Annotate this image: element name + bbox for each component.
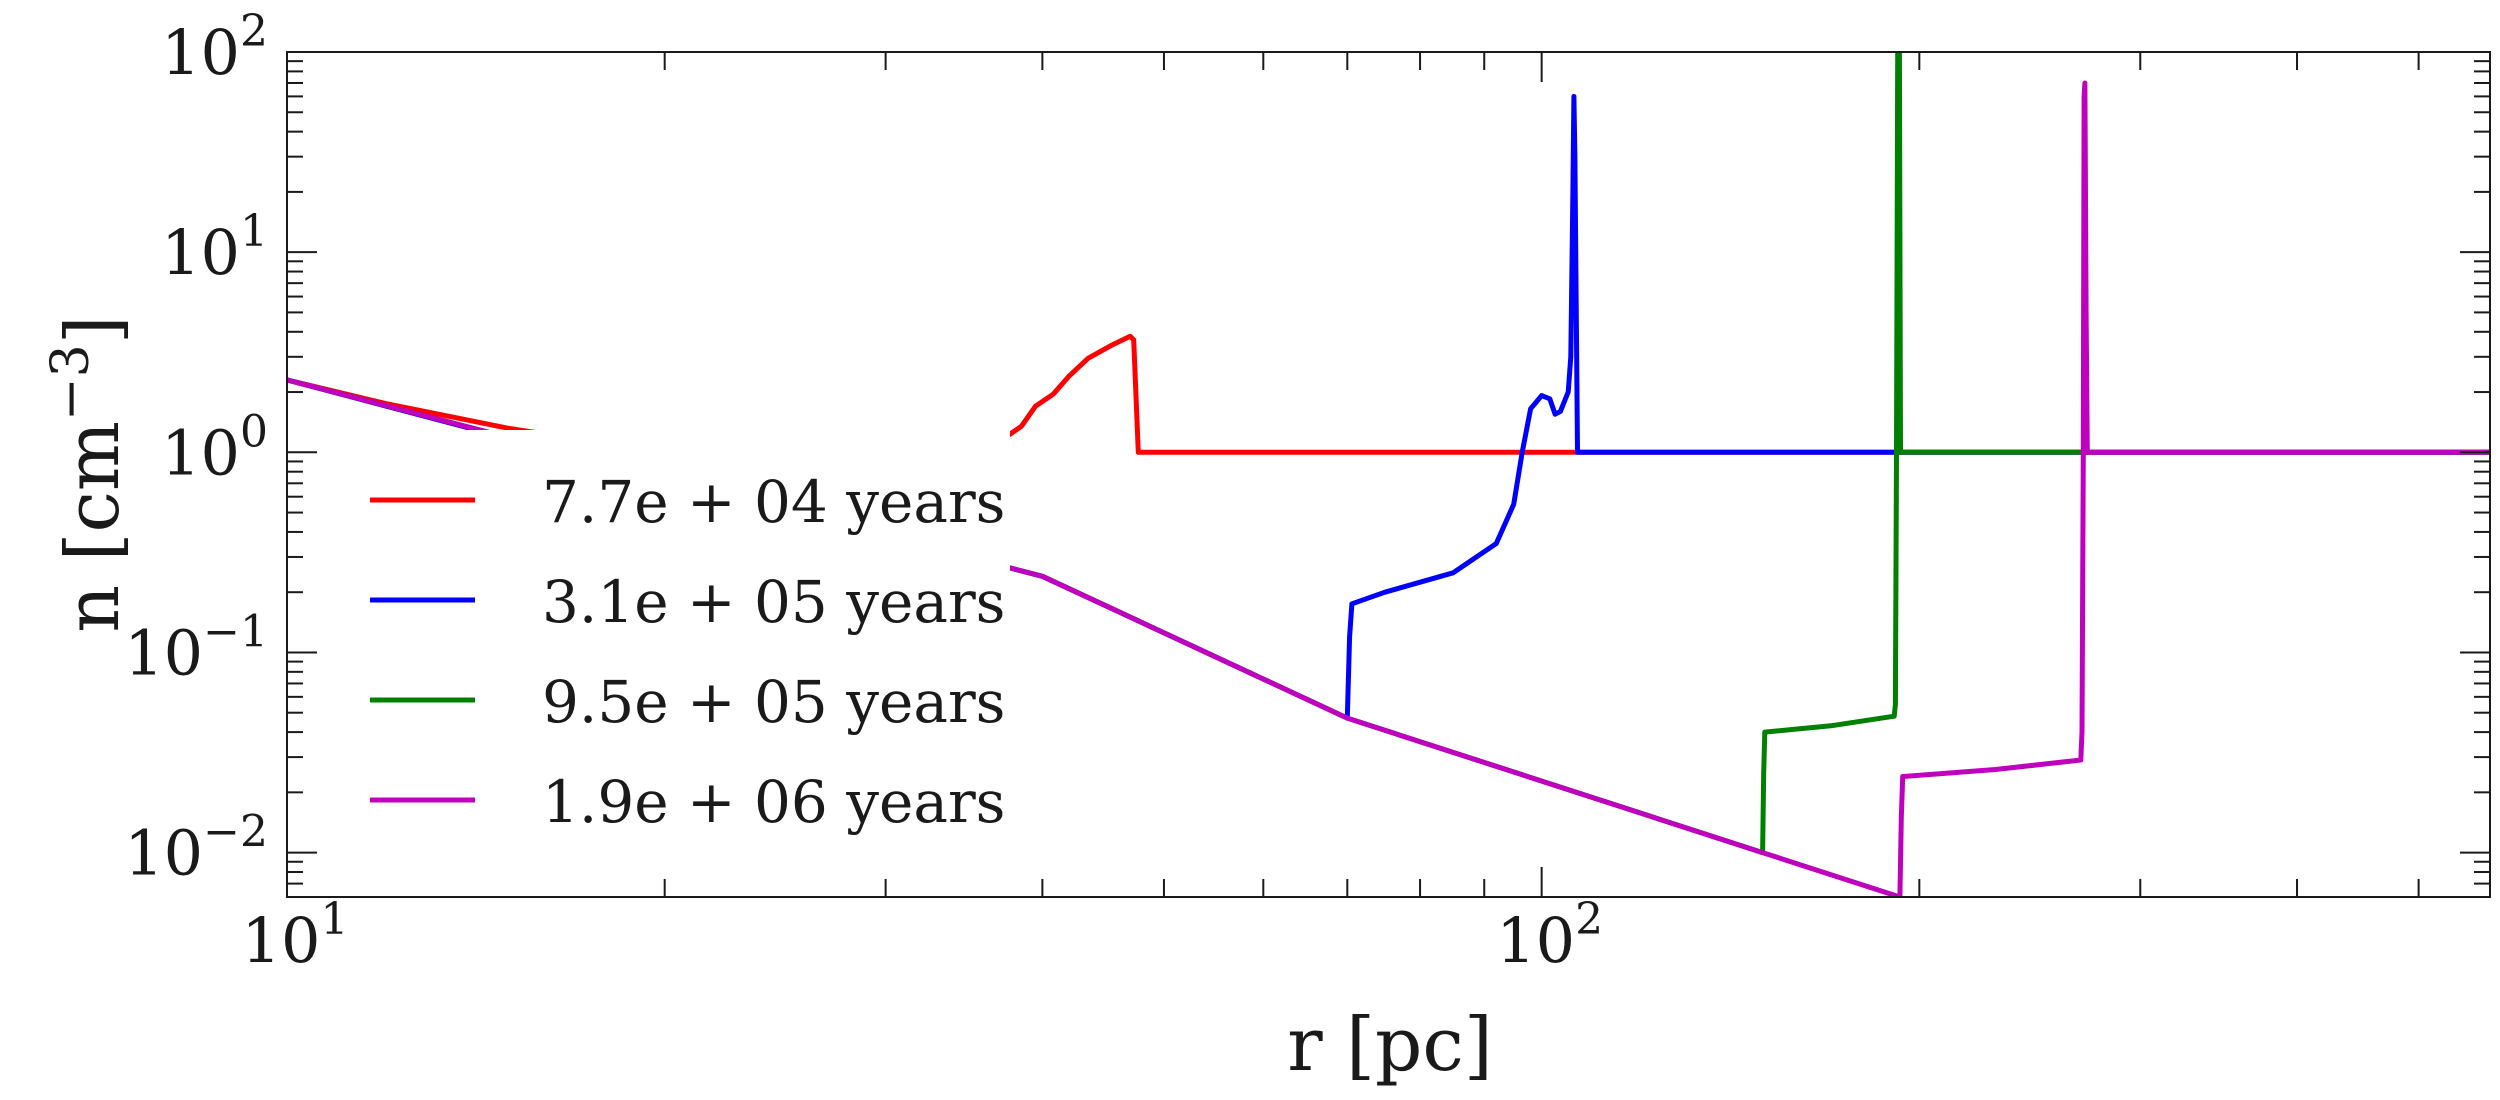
legend-entry-1: 7.7e + 04 years	[370, 468, 1005, 536]
y-axis-label: n [cm−3]	[41, 315, 136, 632]
legend-entry-4: 1.9e + 06 years	[370, 768, 1005, 836]
series-line-2	[287, 93, 2490, 721]
x-axis-label: r [pc]	[1287, 1002, 1492, 1088]
series-line-4	[287, 80, 2490, 897]
y-axis-label-close: ]	[50, 315, 136, 344]
legend: 7.7e + 04 years 3.1e + 05 years 9.5e + 05 …	[330, 430, 1010, 860]
legend-label: 3.1e + 05 years	[542, 568, 1005, 636]
y-tick-label: 101	[161, 206, 268, 289]
tick-labels: 101 102 10−2 10−1 100 101 102	[124, 6, 1603, 977]
legend-entry-2: 3.1e + 05 years	[370, 568, 1005, 636]
x-tick-label: 101	[242, 894, 349, 977]
legend-entry-3: 9.5e + 05 years	[370, 668, 1005, 736]
axis-ticks	[286, 51, 2490, 898]
plot-frame	[286, 51, 2491, 898]
y-tick-label: 100	[161, 406, 268, 489]
legend-label: 1.9e + 06 years	[542, 768, 1005, 836]
x-tick-label: 102	[1496, 894, 1603, 977]
legend-label: 9.5e + 05 years	[542, 668, 1005, 736]
y-tick-label: 102	[161, 6, 268, 89]
legend-items: 7.7e + 04 years 3.1e + 05 years 9.5e + 05 …	[370, 468, 1005, 836]
y-axis-label-base: n [cm	[50, 421, 136, 633]
legend-label: 7.7e + 04 years	[542, 468, 1005, 536]
y-axis-label-exponent: −3	[41, 344, 101, 421]
y-tick-label: 10−2	[124, 807, 268, 890]
y-tick-label: 10−1	[124, 606, 268, 689]
